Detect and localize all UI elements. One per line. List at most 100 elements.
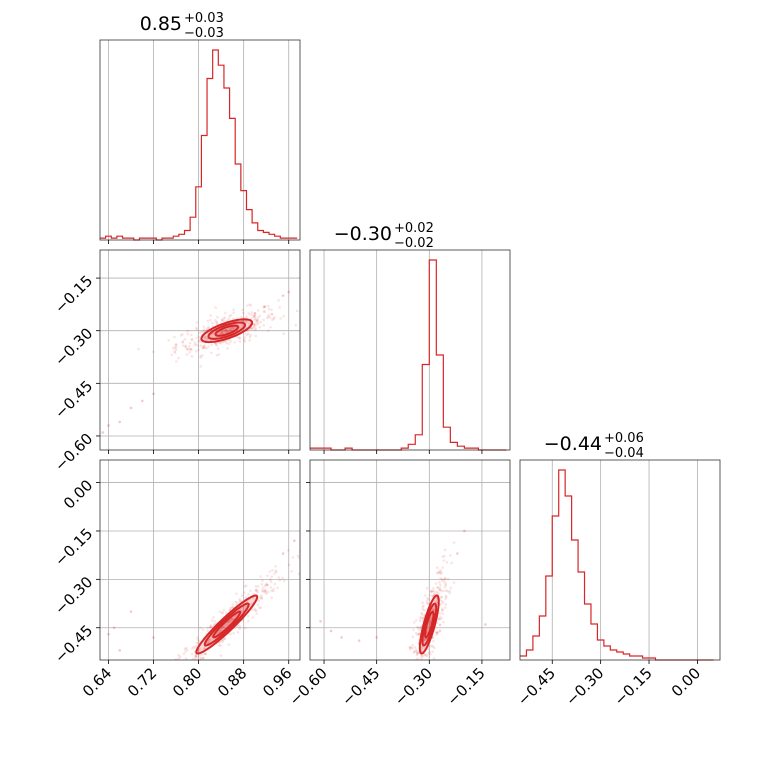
sample-point — [220, 627, 224, 630]
sample-point — [298, 556, 300, 560]
y-tick-label: −0.30 — [51, 324, 96, 369]
sample-point — [225, 329, 228, 332]
sample-point — [265, 583, 268, 586]
sample-point — [411, 646, 414, 650]
sample-point — [294, 323, 298, 327]
sample-point — [173, 351, 177, 355]
sample-point — [266, 574, 269, 577]
sample-point — [249, 304, 253, 307]
sample-point — [441, 579, 444, 583]
outlier-point — [456, 552, 459, 555]
sample-point — [214, 342, 218, 346]
sample-point — [219, 654, 223, 657]
sample-point — [206, 626, 210, 630]
sample-point — [440, 589, 443, 593]
sample-point — [202, 346, 205, 350]
sample-point — [407, 673, 410, 676]
sample-point — [421, 607, 425, 611]
histogram-title-plus: +0.06 — [604, 431, 644, 446]
sample-point — [183, 647, 187, 651]
sample-point — [429, 589, 433, 593]
sample-point — [423, 654, 427, 657]
sample-point — [253, 313, 257, 316]
contour-level-1 — [207, 321, 247, 340]
y-tick-label: −0.45 — [51, 621, 96, 666]
sample-point — [438, 611, 442, 615]
sample-point — [213, 620, 217, 623]
sample-point — [452, 581, 456, 584]
sample-point — [232, 631, 235, 635]
panel-frame — [99, 249, 301, 451]
sample-point — [231, 326, 235, 330]
sample-point — [238, 336, 242, 340]
sample-point — [432, 586, 435, 590]
sample-point — [415, 652, 419, 656]
sample-point — [297, 572, 300, 576]
sample-point — [209, 625, 213, 629]
sample-point — [190, 647, 194, 650]
sample-point — [210, 343, 214, 347]
sample-point — [210, 619, 214, 623]
sample-point — [249, 333, 252, 337]
sample-point — [270, 312, 273, 316]
sample-point — [274, 570, 278, 574]
sample-point — [441, 601, 445, 605]
sample-point — [270, 596, 273, 600]
outlier-point — [375, 636, 378, 639]
sample-point — [221, 611, 224, 614]
sample-point — [222, 608, 226, 612]
sample-point — [214, 319, 217, 322]
sample-point — [229, 619, 233, 623]
outlier-point — [112, 626, 116, 630]
sample-point — [247, 619, 250, 623]
sample-point — [199, 344, 203, 347]
sample-point — [268, 570, 272, 573]
scatter-points-group — [319, 529, 487, 722]
sample-point — [277, 299, 280, 302]
sample-point — [429, 619, 432, 623]
histogram-panel-1: −0.30 +0.02−0.02 — [309, 221, 511, 454]
sample-point — [201, 628, 205, 632]
sample-point — [259, 320, 263, 324]
sample-point — [435, 590, 438, 594]
outlier-point — [118, 420, 122, 424]
sample-point — [254, 588, 258, 592]
sample-point — [226, 620, 230, 624]
sample-point — [243, 585, 247, 588]
sample-point — [260, 597, 263, 600]
sample-point — [440, 595, 444, 599]
sample-point — [425, 601, 429, 605]
sample-point — [185, 648, 189, 652]
sample-point — [190, 652, 194, 656]
sample-point — [219, 628, 223, 631]
sample-point — [236, 630, 240, 634]
sample-point — [412, 628, 415, 632]
y-tick-label: −0.45 — [51, 377, 96, 422]
panel-frame — [309, 459, 511, 661]
sample-point — [203, 346, 207, 349]
sample-point — [155, 686, 158, 689]
sample-point — [401, 719, 404, 722]
sample-point — [202, 329, 206, 333]
sample-point — [228, 608, 231, 612]
sample-point — [260, 594, 263, 597]
sample-point — [423, 613, 426, 617]
sample-point — [219, 330, 223, 333]
sample-point — [262, 305, 266, 309]
sample-point — [207, 345, 210, 348]
y-tick-label: −0.60 — [51, 430, 96, 475]
sample-point — [207, 639, 211, 642]
sample-point — [208, 675, 211, 678]
sample-point — [432, 590, 436, 593]
sample-point — [195, 336, 198, 340]
sample-point — [247, 312, 250, 315]
sample-point — [420, 645, 423, 649]
outlier-point — [253, 311, 257, 315]
sample-point — [415, 653, 419, 657]
sample-point — [196, 344, 200, 348]
sample-point — [264, 590, 267, 594]
sample-point — [439, 572, 443, 575]
sample-point — [432, 593, 436, 597]
sample-point — [188, 347, 192, 351]
sample-point — [227, 330, 231, 333]
